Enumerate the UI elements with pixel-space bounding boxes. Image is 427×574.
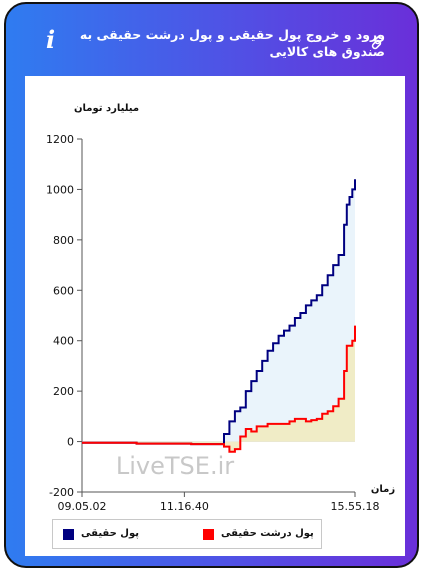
chart-title: ورود و خروج پول حقیقی و پول درشت حقیقی ب… <box>79 27 385 59</box>
x-tick-label-1: 11.16.40 <box>160 500 209 513</box>
y-tick-label-3: 400 <box>53 335 74 348</box>
y-tick-label-1: 0 <box>67 436 74 449</box>
legend-label-big-money: پول درشت حقیقی <box>221 528 314 539</box>
y-axis-label: میلیارد تومان <box>74 103 139 114</box>
x-tick-label-0: 09.05.02 <box>58 500 107 513</box>
chart-panel: میلیارد تومان -200 0 200 400 600 800 1000 1200 09… <box>25 76 405 556</box>
series-area-0 <box>82 179 355 445</box>
y-tick-label-2: 200 <box>53 385 74 398</box>
series-line-1 <box>82 325 356 453</box>
x-axis-label: زمان <box>371 484 395 495</box>
y-tick-label-7: 1200 <box>46 133 74 146</box>
info-icon[interactable]: i <box>46 25 56 54</box>
chart-card: i ورود و خروج پول حقیقی و پول درشت حقیقی… <box>4 2 419 568</box>
y-tick-label-4: 600 <box>53 284 74 297</box>
legend-item-real-money[interactable]: پول حقیقی <box>63 528 163 542</box>
series-area-1 <box>82 325 355 452</box>
legend-swatch-big-money <box>203 529 214 540</box>
y-tick-label-6: 1000 <box>46 183 74 196</box>
card-header: i ورود و خروج پول حقیقی و پول درشت حقیقی… <box>6 18 417 74</box>
x-tick-label-2: 15.55.18 <box>331 500 380 513</box>
chart-svg: میلیارد تومان -200 0 200 400 600 800 1000 1200 09… <box>46 103 395 513</box>
legend-swatch-real-money <box>63 529 74 540</box>
y-tick-label-5: 800 <box>53 234 74 247</box>
y-tick-label-0: -200 <box>49 486 74 499</box>
legend-item-big-money[interactable]: پول درشت حقیقی <box>203 528 318 542</box>
watermark: LiveTSE.ir <box>116 452 234 480</box>
legend: پول حقیقی پول درشت حقیقی <box>52 519 322 549</box>
series-line-0 <box>82 179 356 446</box>
link-icon[interactable] <box>371 34 387 54</box>
legend-label-real-money: پول حقیقی <box>81 528 139 539</box>
